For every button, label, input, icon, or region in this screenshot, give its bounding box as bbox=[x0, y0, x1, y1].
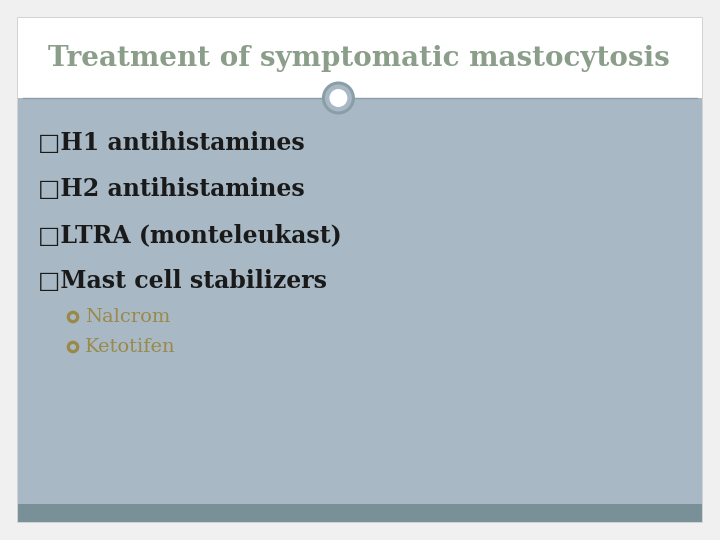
Circle shape bbox=[68, 341, 78, 353]
FancyBboxPatch shape bbox=[18, 98, 702, 504]
Circle shape bbox=[323, 83, 354, 113]
Text: □Mast cell stabilizers: □Mast cell stabilizers bbox=[38, 269, 327, 293]
Circle shape bbox=[70, 344, 76, 350]
Circle shape bbox=[70, 314, 76, 320]
Circle shape bbox=[329, 89, 347, 107]
FancyBboxPatch shape bbox=[18, 18, 702, 98]
Circle shape bbox=[68, 312, 78, 322]
FancyBboxPatch shape bbox=[18, 504, 702, 522]
Text: □LTRA (monteleukast): □LTRA (monteleukast) bbox=[38, 223, 342, 247]
Text: □H1 antihistamines: □H1 antihistamines bbox=[38, 131, 305, 155]
Text: □H2 antihistamines: □H2 antihistamines bbox=[38, 177, 305, 201]
Text: Treatment of symptomatic mastocytosis: Treatment of symptomatic mastocytosis bbox=[48, 44, 670, 71]
FancyBboxPatch shape bbox=[18, 18, 702, 522]
Text: Nalcrom: Nalcrom bbox=[85, 308, 171, 326]
Text: Ketotifen: Ketotifen bbox=[85, 338, 176, 356]
